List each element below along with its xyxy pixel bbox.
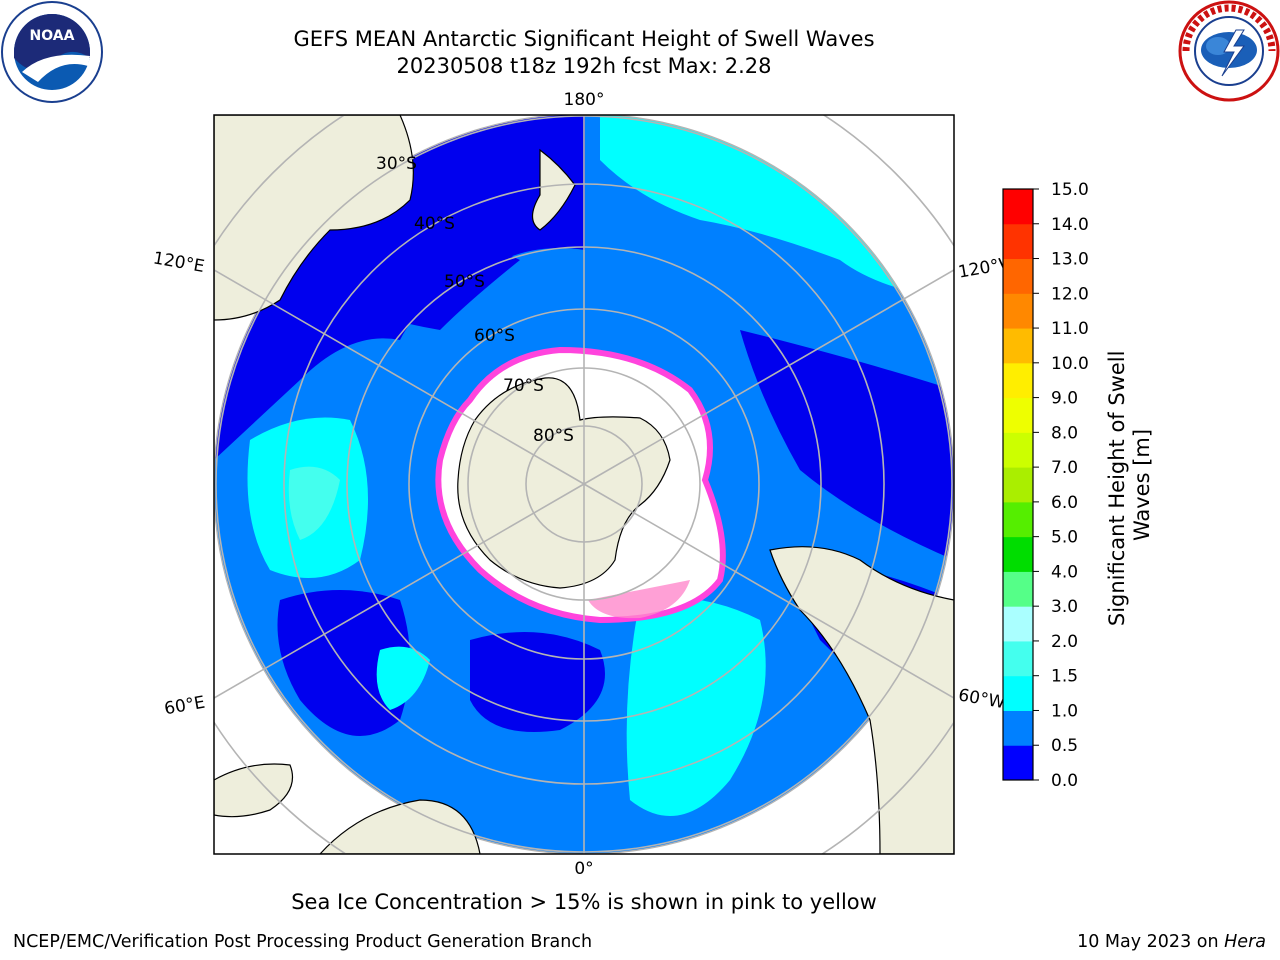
colorbar-label: Significant Height of Swell Waves [m] <box>1105 344 1154 626</box>
colorbar-label-line-1: Significant Height of Swell <box>1105 351 1129 627</box>
colorbar-tick-label: 13.0 <box>1051 250 1089 270</box>
noaa-logo: NOAA <box>1 1 103 103</box>
lat-label-30s: 30°S <box>376 154 417 174</box>
lat-label-80s: 80°S <box>533 426 574 446</box>
madagascar-land <box>214 763 294 818</box>
colorbar-segment <box>1003 467 1033 503</box>
meridian-label-60e: 60°E <box>163 693 207 720</box>
colorbar-segment <box>1003 362 1033 399</box>
australia-land <box>214 115 414 321</box>
lat-label-60s: 60°S <box>474 326 515 346</box>
title-line-1: GEFS MEAN Antarctic Significant Height o… <box>293 27 875 51</box>
africa-land <box>319 799 481 854</box>
colorbar-segment <box>1003 223 1033 260</box>
colorbar-segment <box>1003 571 1033 607</box>
lat-label-70s: 70°S <box>503 376 544 396</box>
colorbar-segment <box>1003 293 1033 329</box>
noaa-logo-text: NOAA <box>30 28 75 44</box>
latitude-labels: 30°S 40°S 50°S 60°S 70°S 80°S <box>376 154 574 446</box>
map-panel: 30°S 40°S 50°S 60°S 70°S 80°S <box>214 115 954 854</box>
nws-logo <box>1178 0 1280 102</box>
colorbar-segment <box>1003 501 1033 538</box>
colorbar-segment <box>1003 745 1033 781</box>
colorbar-segment <box>1003 606 1033 642</box>
meridian-label-120e: 120°E <box>152 248 206 277</box>
colorbar-tick-label: 14.0 <box>1051 215 1089 235</box>
footer-date: 10 May 2023 on Hera <box>1077 932 1266 952</box>
colorbar-tick-label: 15.0 <box>1051 180 1089 200</box>
new-zealand-land <box>531 148 576 231</box>
title-line-2: 20230508 t18z 192h fcst Max: 2.28 <box>396 54 772 78</box>
colorbar-tick-label: 7.0 <box>1051 458 1078 478</box>
colorbar-segment <box>1003 258 1033 294</box>
colorbar-tick-label: 1.0 <box>1051 701 1078 721</box>
meridian-label-60w: 60°W <box>957 685 1007 713</box>
colorbar-segment <box>1003 675 1033 711</box>
footer-machine: Hera <box>1224 932 1266 952</box>
map-frame <box>213 114 955 855</box>
colorbar-tick-label: 10.0 <box>1051 354 1089 374</box>
colorbar-tick-label: 0.0 <box>1051 771 1078 791</box>
colorbar-tick-label: 8.0 <box>1051 423 1078 443</box>
meridian-lines <box>214 115 954 854</box>
colorbar-frame <box>1002 188 1034 781</box>
lat-label-40s: 40°S <box>414 214 455 234</box>
meridian-label-0: 0° <box>574 859 593 879</box>
colorbar-tick-label: 5.0 <box>1051 528 1078 548</box>
colorbar-tick-label: 6.0 <box>1051 493 1078 513</box>
colorbar-segment <box>1003 397 1033 433</box>
colorbar-tick-label: 9.0 <box>1051 389 1078 409</box>
colorbar-segment <box>1003 432 1033 468</box>
colorbar-segment <box>1003 640 1033 677</box>
footer-branch: NCEP/EMC/Verification Post Processing Pr… <box>13 932 593 952</box>
colorbar-label-line-2: Waves [m] <box>1130 429 1154 541</box>
footer-date-text: 10 May 2023 on <box>1077 932 1225 952</box>
meridian-label-180: 180° <box>564 90 605 110</box>
colorbar-tick-label: 12.0 <box>1051 284 1089 304</box>
colorbar: 0.0 0.5 1.0 1.5 2.0 3.0 4.0 5.0 6.0 7.0 8.0 9.0 10.0… <box>1003 180 1089 791</box>
colorbar-segment <box>1003 536 1033 572</box>
colorbar-tick-label: 1.5 <box>1051 667 1078 687</box>
colorbar-tick-label: 3.0 <box>1051 597 1078 617</box>
colorbar-segment <box>1003 189 1033 225</box>
chart-title: GEFS MEAN Antarctic Significant Height o… <box>184 26 984 80</box>
colorbar-segment <box>1003 710 1033 746</box>
colorbar-tick-label: 2.0 <box>1051 632 1078 652</box>
colorbar-segment <box>1003 328 1033 364</box>
antarctica-land <box>457 377 671 589</box>
colorbar-tick-label: 4.0 <box>1051 562 1078 582</box>
lat-label-50s: 50°S <box>444 272 485 292</box>
sea-ice-note: Sea Ice Concentration > 15% is shown in … <box>291 890 877 914</box>
colorbar-tick-label: 11.0 <box>1051 319 1089 339</box>
south-america-land <box>769 546 954 854</box>
colorbar-tick-label: 0.5 <box>1051 736 1078 756</box>
